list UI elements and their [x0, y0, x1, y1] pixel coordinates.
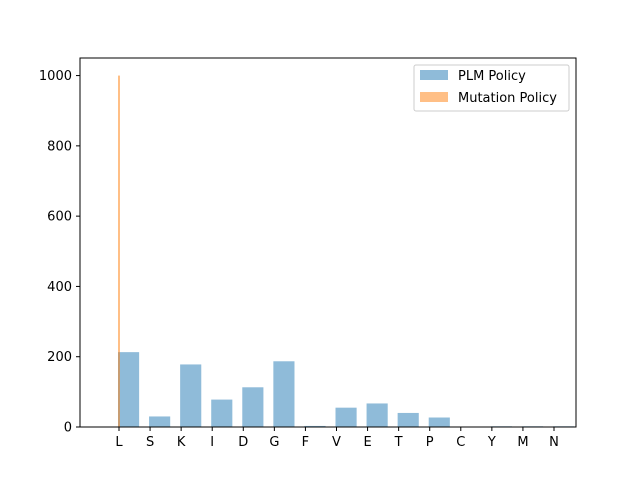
x-tick-label: Y [487, 435, 496, 450]
x-tick-label: D [238, 435, 248, 450]
y-tick-label: 200 [47, 350, 72, 365]
bar-plm-V [335, 407, 357, 427]
mutation-policy-bars [118, 75, 120, 428]
x-tick-label: N [549, 435, 559, 450]
x-tick-label: E [363, 435, 371, 450]
x-tick-label: V [332, 435, 341, 450]
x-tick-label: F [302, 435, 309, 450]
bar-plm-L [118, 352, 140, 427]
legend-swatch-plm-policy [420, 70, 448, 80]
bar-plm-K [180, 364, 202, 427]
x-tick-label: L [115, 435, 123, 450]
bar-plm-D [242, 387, 264, 427]
bar-plm-P [428, 417, 450, 427]
bar-plm-G [273, 361, 295, 427]
legend-box [413, 64, 570, 112]
plot-frame [79, 57, 577, 428]
bar-mutation-L [118, 75, 120, 428]
y-tick-label: 600 [47, 210, 72, 225]
y-tick-label: 800 [47, 139, 72, 154]
legend-swatch-mutation-policy [420, 92, 448, 102]
x-tick-label: G [269, 435, 279, 450]
x-tick-label: S [146, 435, 154, 450]
legend-label-mutation-policy: Mutation Policy [458, 91, 557, 106]
bar-plm-T [397, 412, 419, 427]
x-tick-label: T [394, 435, 403, 450]
plm-policy-bars [118, 352, 575, 427]
y-axis-ticks: 0 200 400 600 800 1000 [39, 69, 80, 436]
x-tick-label: C [456, 435, 465, 450]
legend: PLM Policy Mutation Policy [413, 64, 570, 112]
bar-plm-S [149, 416, 171, 427]
x-tick-label: M [517, 435, 528, 450]
bar-plm-F [304, 425, 326, 427]
x-tick-label: K [177, 435, 186, 450]
bar-plm-E [366, 403, 388, 427]
x-tick-label: P [426, 435, 434, 450]
bar-plm-I [211, 399, 233, 427]
y-tick-label: 1000 [39, 69, 72, 84]
legend-label-plm-policy: PLM Policy [458, 69, 526, 84]
y-tick-label: 400 [47, 280, 72, 295]
y-tick-label: 0 [64, 421, 72, 436]
x-tick-label: I [210, 435, 214, 450]
